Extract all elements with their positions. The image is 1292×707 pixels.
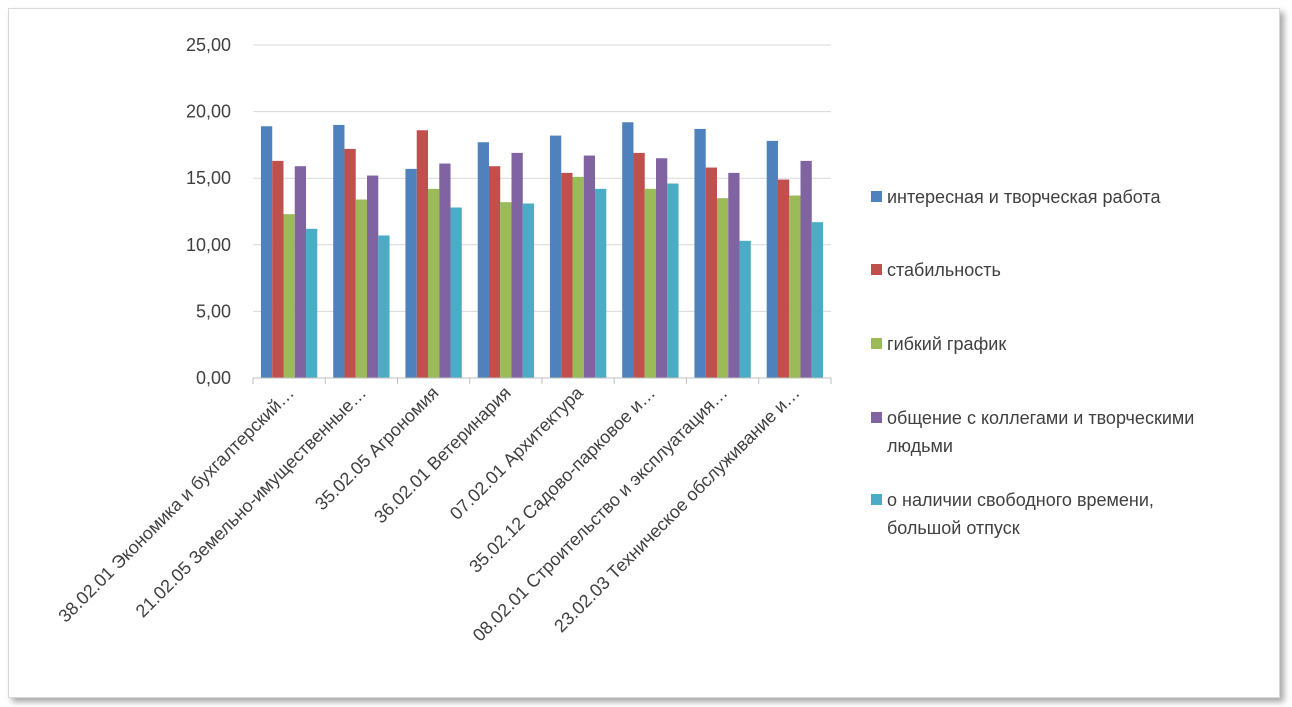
bar-series-1 bbox=[477, 142, 489, 378]
category-label: 36.02.01 Ветеринария bbox=[370, 383, 515, 528]
legend-swatch bbox=[871, 264, 882, 275]
bar-series-4 bbox=[367, 175, 379, 378]
legend-label: людьми bbox=[887, 436, 953, 456]
bar-series-5 bbox=[522, 203, 535, 378]
bar-series-5 bbox=[306, 228, 318, 378]
bar-series-3 bbox=[644, 188, 657, 378]
bar-series-4 bbox=[728, 172, 740, 378]
bar-series-3 bbox=[355, 199, 368, 378]
legend-swatch bbox=[871, 191, 882, 202]
bar-series-2 bbox=[488, 166, 501, 378]
category-label: 08.02.01 Строительство и эксплуатация… bbox=[469, 383, 732, 646]
bar-series-2 bbox=[633, 152, 645, 378]
bar-series-3 bbox=[789, 195, 801, 378]
legend-label: о наличии свободного времени, bbox=[887, 490, 1154, 510]
bar-series-4 bbox=[511, 152, 523, 378]
legend: интересная и творческая работа стабильнос… bbox=[871, 187, 1194, 538]
bar-series-3 bbox=[716, 198, 729, 378]
bar-series-5 bbox=[739, 240, 751, 378]
chart-frame: 0,00 5,00 10,00 15,00 20,00 25,00 38.02.01 Эко… bbox=[8, 8, 1280, 698]
bar-series-4 bbox=[439, 163, 451, 378]
bar-series-3 bbox=[283, 214, 295, 378]
bar-series-2 bbox=[705, 167, 717, 378]
bar-series-5 bbox=[811, 222, 824, 378]
y-tick-label: 0,00 bbox=[196, 368, 231, 388]
legend-label: большой отпуск bbox=[887, 518, 1020, 538]
bar-series-3 bbox=[500, 202, 512, 378]
legend-label: гибкий график bbox=[887, 334, 1006, 354]
bar-series-2 bbox=[272, 160, 284, 378]
y-tick-label: 20,00 bbox=[186, 102, 231, 122]
bar-series-2 bbox=[416, 130, 428, 378]
bar-series-4 bbox=[800, 160, 812, 378]
y-tick-label: 15,00 bbox=[186, 168, 231, 188]
bar-series-3 bbox=[427, 188, 440, 378]
bar-series-2 bbox=[344, 148, 356, 378]
bar-series-1 bbox=[622, 122, 634, 378]
bar-series-5 bbox=[595, 188, 607, 378]
legend-label: стабильность bbox=[887, 260, 1001, 280]
bar-series-2 bbox=[777, 179, 790, 378]
bar-series-2 bbox=[561, 172, 573, 378]
y-tick-label: 5,00 bbox=[196, 301, 231, 321]
bar-series-4 bbox=[294, 166, 307, 378]
bar-series-1 bbox=[405, 168, 417, 378]
legend-swatch bbox=[871, 412, 882, 423]
bar-series-1 bbox=[333, 124, 345, 378]
category-label: 07.02.01 Архитектура bbox=[446, 382, 588, 524]
y-tick-label: 10,00 bbox=[186, 235, 231, 255]
bar-series-1 bbox=[766, 140, 778, 378]
bar-series-1 bbox=[549, 135, 562, 378]
bar-series-4 bbox=[656, 158, 668, 378]
bars bbox=[260, 122, 824, 378]
bar-series-5 bbox=[667, 183, 679, 378]
legend-label: интересная и творческая работа bbox=[887, 187, 1161, 207]
legend-label: общение с коллегами и творческими bbox=[887, 408, 1194, 428]
bar-series-1 bbox=[694, 128, 706, 378]
category-label: 23.02.03 Техническое обслуживание и… bbox=[550, 383, 804, 637]
category-label: 35.02.05 Агрономия bbox=[311, 383, 442, 514]
bar-series-5 bbox=[450, 207, 462, 378]
bar-series-4 bbox=[583, 155, 596, 378]
bar-series-5 bbox=[378, 235, 390, 378]
bar-series-1 bbox=[260, 126, 273, 378]
legend-swatch bbox=[871, 494, 882, 505]
y-tick-label: 25,00 bbox=[186, 35, 231, 55]
legend-swatch bbox=[871, 338, 882, 349]
bar-series-3 bbox=[572, 176, 584, 378]
